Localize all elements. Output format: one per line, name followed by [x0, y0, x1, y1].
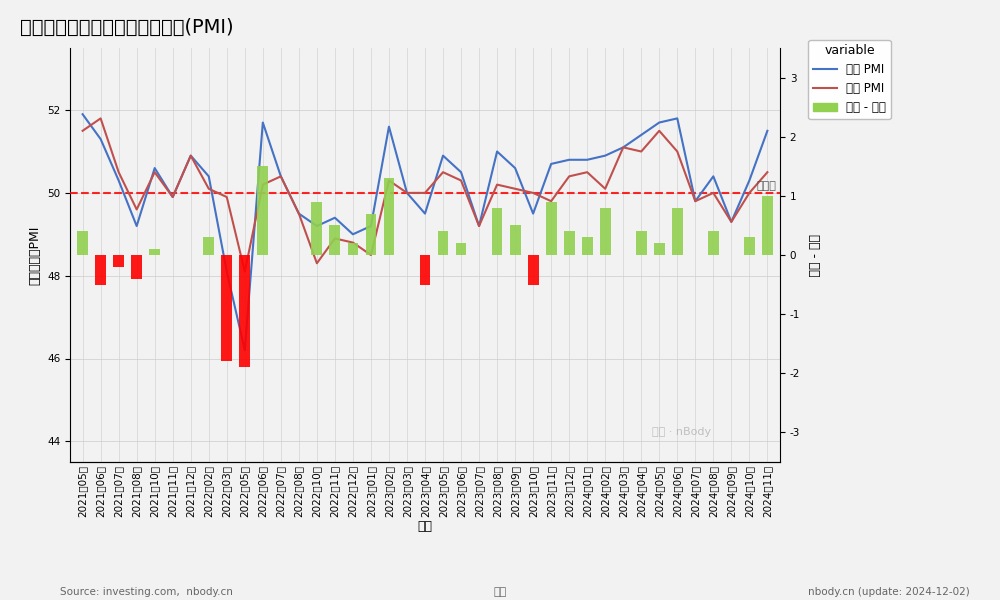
Bar: [239, 255, 250, 367]
Bar: [329, 226, 340, 255]
Bar: [708, 232, 719, 255]
X-axis label: 时间: 时间: [418, 520, 432, 533]
Text: 众号 · nBody: 众号 · nBody: [652, 427, 711, 437]
Text: nbody.cn (update: 2024-12-02): nbody.cn (update: 2024-12-02): [808, 587, 970, 597]
Bar: [384, 178, 394, 255]
Text: 中国财新制造业采购经理人指数(PMI): 中国财新制造业采购经理人指数(PMI): [20, 18, 234, 37]
Y-axis label: 实际 - 预期: 实际 - 预期: [807, 234, 820, 276]
Bar: [131, 255, 142, 278]
Bar: [510, 226, 521, 255]
Bar: [582, 237, 593, 255]
Bar: [221, 255, 232, 361]
Bar: [311, 202, 322, 255]
Text: 荣枯线: 荣枯线: [757, 181, 776, 191]
Bar: [77, 232, 88, 255]
Bar: [149, 249, 160, 255]
Bar: [672, 208, 683, 255]
Bar: [528, 255, 539, 284]
Bar: [348, 243, 358, 255]
Bar: [492, 208, 502, 255]
Y-axis label: 财新制造业PMI: 财新制造业PMI: [28, 226, 41, 284]
Bar: [438, 232, 448, 255]
Bar: [257, 166, 268, 255]
Bar: [744, 237, 755, 255]
Text: Source: investing.com,  nbody.cn: Source: investing.com, nbody.cn: [60, 587, 233, 597]
Bar: [113, 255, 124, 267]
Text: 时间: 时间: [493, 587, 507, 597]
Legend: 实际 PMI, 预期 PMI, 实际 - 预期: 实际 PMI, 预期 PMI, 实际 - 预期: [808, 40, 891, 119]
Bar: [456, 243, 466, 255]
Bar: [546, 202, 557, 255]
Bar: [203, 237, 214, 255]
Bar: [654, 243, 665, 255]
Bar: [600, 208, 611, 255]
Bar: [636, 232, 647, 255]
Bar: [95, 255, 106, 284]
Bar: [762, 196, 773, 255]
Bar: [420, 255, 430, 284]
Bar: [366, 214, 376, 255]
Bar: [564, 232, 575, 255]
